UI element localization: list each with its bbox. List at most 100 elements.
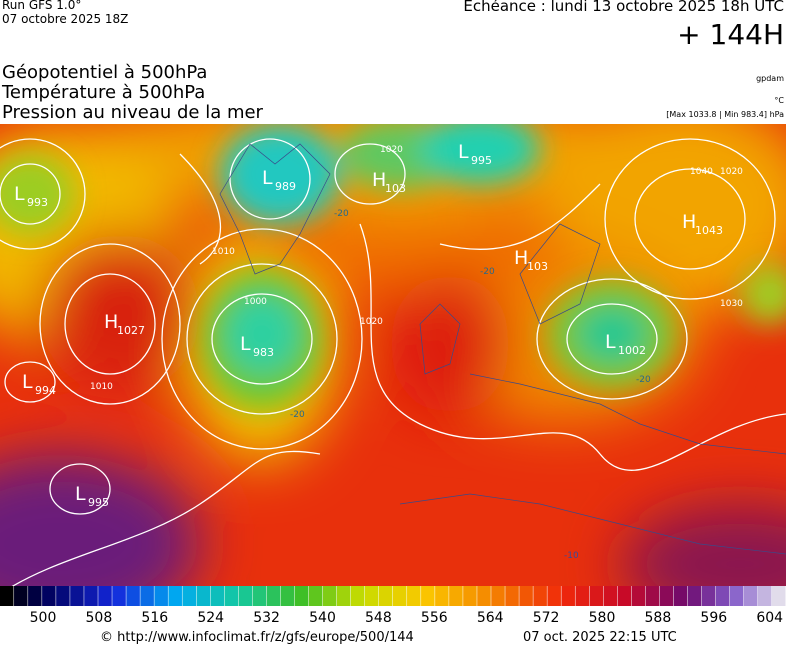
run: Run GFS 1.0° bbox=[2, 0, 82, 12]
colorbar-swatch bbox=[659, 586, 674, 606]
colorbar-swatch bbox=[322, 586, 337, 606]
colorbar-swatch bbox=[308, 586, 323, 606]
coastlines bbox=[219, 143, 786, 555]
field: Température à 500hPa bbox=[2, 82, 206, 103]
colorbar-swatch bbox=[168, 586, 182, 606]
temperature-field bbox=[0, 124, 786, 586]
colorbar-swatch bbox=[196, 586, 211, 606]
colorbar-tick-label: 548 bbox=[365, 610, 392, 626]
colorbar-swatch bbox=[252, 586, 267, 606]
colorbar-swatch bbox=[266, 586, 281, 606]
colorbar-tick-label: 604 bbox=[756, 610, 784, 626]
center-kind: L bbox=[22, 371, 33, 393]
center-pressure: 994 bbox=[35, 384, 56, 397]
echeance: Echéance : lundi 13 octobre 2025 18h UTC bbox=[463, 0, 784, 15]
colorbar-tick-label: 508 bbox=[85, 610, 113, 626]
center-pressure: 1043 bbox=[695, 224, 723, 237]
colorbar-swatch bbox=[42, 586, 56, 606]
colorbar-tick-label: 588 bbox=[644, 610, 672, 626]
center-pressure: 995 bbox=[471, 154, 492, 167]
colorbar-swatch bbox=[407, 586, 421, 606]
colorbar-swatch bbox=[561, 586, 575, 606]
contour-label: -20 bbox=[290, 410, 305, 420]
colorbar-swatch bbox=[98, 586, 112, 606]
colorbar-swatch bbox=[673, 586, 688, 606]
contour-label: -20 bbox=[334, 209, 349, 219]
colorbar-swatch bbox=[421, 586, 435, 606]
colorbar-swatch bbox=[533, 586, 547, 606]
colorbar-tick-label: 556 bbox=[420, 610, 448, 626]
contour-label: 1010 bbox=[90, 382, 113, 392]
center-pressure: 103 bbox=[385, 182, 406, 195]
colorbar-swatch bbox=[280, 586, 295, 606]
colorbar-swatch bbox=[589, 586, 604, 606]
colorbar-tick-label: 532 bbox=[253, 610, 280, 626]
colorbar-swatch bbox=[140, 586, 154, 606]
center-kind: H bbox=[372, 169, 386, 191]
colorbar-swatch bbox=[238, 586, 253, 606]
field: Pression au niveau de la mer bbox=[2, 102, 263, 123]
colorbar-swatch bbox=[547, 586, 561, 606]
colorbar-tick-label: 516 bbox=[141, 610, 169, 626]
colorbar-swatch bbox=[336, 586, 351, 606]
unit: [Max 1033.8 | Min 983.4] hPa bbox=[666, 110, 784, 119]
colorbar-swatch bbox=[757, 586, 772, 606]
colorbar-swatch bbox=[435, 586, 449, 606]
center-kind: H bbox=[104, 311, 118, 333]
center-kind: L bbox=[262, 167, 273, 189]
colorbar-swatch bbox=[715, 586, 730, 606]
unit: °C bbox=[774, 96, 784, 105]
contour-label: -20 bbox=[480, 267, 495, 277]
colorbar-swatch bbox=[364, 586, 379, 606]
colorbar-swatch bbox=[210, 586, 225, 606]
colorbar-swatch bbox=[28, 586, 42, 606]
center-pressure: 1027 bbox=[117, 324, 145, 337]
colorbar-tick-label: 564 bbox=[476, 610, 504, 626]
colorbar-swatch bbox=[449, 586, 463, 606]
colorbar-swatch bbox=[687, 586, 702, 606]
colorbar-swatch bbox=[294, 586, 309, 606]
center-pressure: 995 bbox=[88, 496, 109, 509]
colorbar-swatch bbox=[350, 586, 365, 606]
contour-label: 1040 bbox=[690, 167, 713, 177]
colorbar-swatch bbox=[477, 586, 491, 606]
colorbar-swatch bbox=[701, 586, 716, 606]
colorbar-swatch bbox=[70, 586, 84, 606]
contour-label: 1000 bbox=[244, 297, 267, 307]
colorbar-swatch bbox=[393, 586, 407, 606]
source-url: © http://www.infoclimat.fr/z/gfs/europe/… bbox=[100, 630, 414, 645]
contour-label: 1020 bbox=[720, 167, 743, 177]
run-date: 07 octobre 2025 18Z bbox=[2, 12, 129, 26]
colorbar-tick-label: 572 bbox=[532, 610, 560, 626]
colorbar-tick-label: 580 bbox=[588, 610, 616, 626]
unit: gpdam bbox=[756, 74, 784, 83]
colorbar-swatch bbox=[603, 586, 618, 606]
colorbar-swatch bbox=[771, 586, 786, 606]
contour-label: 1020 bbox=[380, 145, 403, 155]
center-kind: H bbox=[682, 211, 696, 233]
contour-label: -20 bbox=[636, 375, 651, 385]
center-pressure: 1002 bbox=[618, 344, 646, 357]
colorbar-swatch bbox=[56, 586, 70, 606]
center-pressure: 103 bbox=[527, 260, 548, 273]
center-kind: H bbox=[514, 247, 528, 269]
colorbar-swatch bbox=[505, 586, 519, 606]
colorbar-tick-label: 540 bbox=[309, 610, 336, 626]
colorbar bbox=[0, 586, 786, 606]
colorbar-swatch bbox=[519, 586, 533, 606]
center-kind: L bbox=[75, 483, 86, 505]
timestamp: 07 oct. 2025 22:15 UTC bbox=[523, 630, 677, 645]
colorbar-swatch bbox=[84, 586, 98, 606]
colorbar-tick-label: 500 bbox=[29, 610, 57, 626]
field: Géopotentiel à 500hPa bbox=[2, 62, 208, 83]
colorbar-swatch bbox=[112, 586, 126, 606]
contour-label: 1030 bbox=[720, 299, 743, 309]
center-kind: L bbox=[14, 183, 25, 205]
colorbar-swatch bbox=[617, 586, 632, 606]
center-kind: L bbox=[605, 331, 616, 353]
center-pressure: 989 bbox=[275, 180, 296, 193]
contour-label: 1010 bbox=[212, 247, 235, 257]
colorbar-swatch bbox=[491, 586, 505, 606]
contour-label: 1020 bbox=[360, 317, 383, 327]
